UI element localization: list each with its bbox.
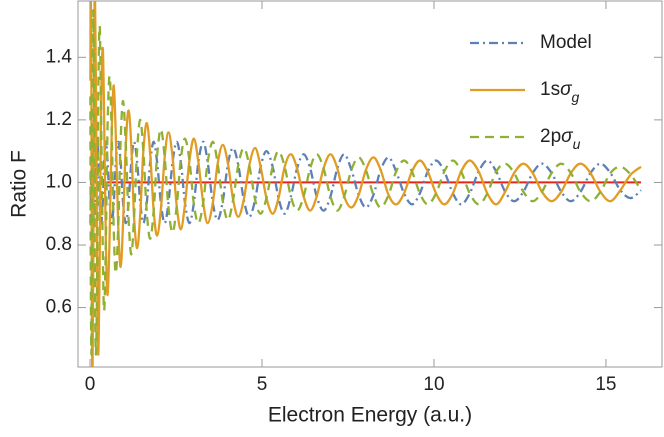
plot-frame — [77, 0, 663, 368]
legend-label: 2pσu — [540, 126, 581, 152]
y-tick-label: 1.2 — [46, 109, 72, 130]
legend: Model 1sσg 2pσu — [470, 32, 592, 152]
y-tick-label: 0.6 — [46, 297, 72, 318]
x-tick-label: 5 — [257, 374, 268, 395]
legend-label: Model — [540, 32, 592, 53]
x-tick-label: 10 — [423, 374, 444, 395]
series-line — [89, 9, 642, 356]
legend-label: 1sσg — [540, 79, 580, 105]
y-axis-title: Ratio F — [8, 150, 31, 218]
x-tick-label: 15 — [595, 374, 616, 395]
x-axis-title: Electron Energy (a.u.) — [268, 404, 472, 427]
axes: 0 5 10 15 0.6 0.8 1.0 1.2 1.4 — [46, 1, 662, 395]
y-tick-label: 1.0 — [46, 171, 72, 192]
y-tick-label: 1.4 — [46, 46, 73, 67]
y-tick-label: 0.8 — [46, 234, 72, 255]
series-line — [89, 1, 642, 367]
x-tick-label: 0 — [85, 374, 96, 395]
plot-area — [89, 1, 642, 367]
